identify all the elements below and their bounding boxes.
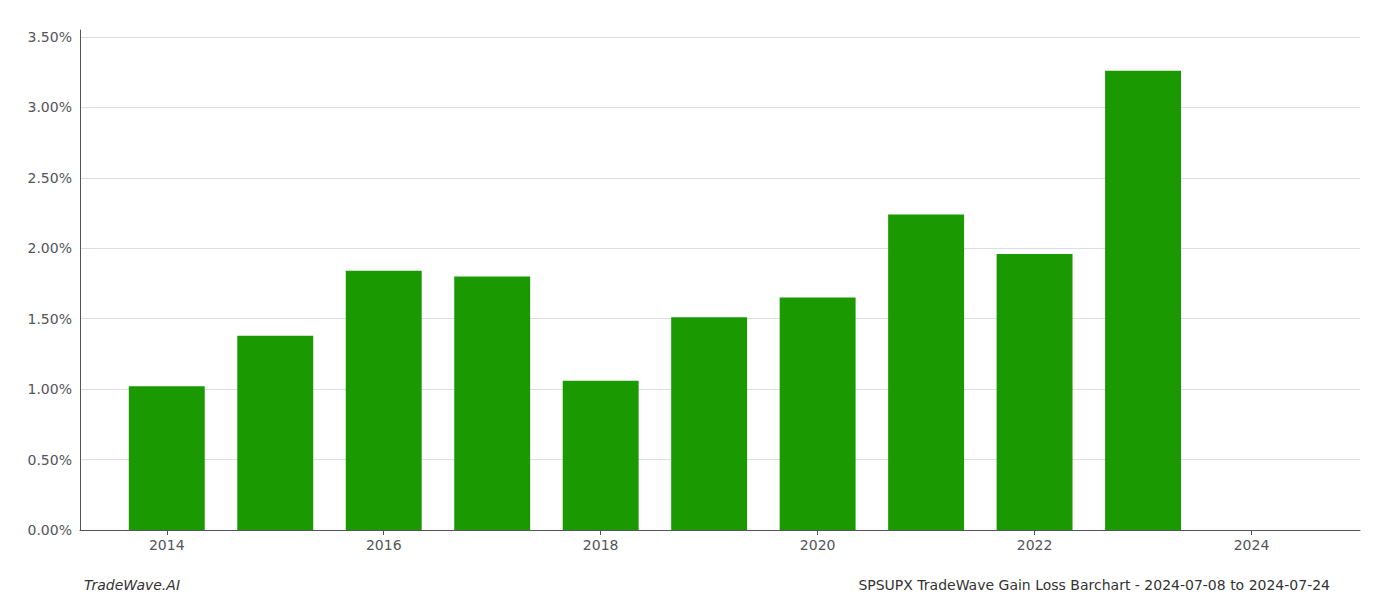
- svg-text:SPSUPX TradeWave Gain Loss Bar: SPSUPX TradeWave Gain Loss Barchart - 20…: [858, 577, 1330, 593]
- svg-text:2.00%: 2.00%: [28, 240, 72, 256]
- svg-text:1.50%: 1.50%: [28, 311, 72, 327]
- svg-text:1.00%: 1.00%: [28, 381, 72, 397]
- svg-text:2024: 2024: [1234, 537, 1270, 553]
- svg-text:2014: 2014: [149, 537, 185, 553]
- svg-text:2.50%: 2.50%: [28, 170, 72, 186]
- svg-text:2020: 2020: [800, 537, 836, 553]
- svg-text:2016: 2016: [366, 537, 402, 553]
- svg-text:3.50%: 3.50%: [28, 29, 72, 45]
- svg-text:3.00%: 3.00%: [28, 99, 72, 115]
- svg-text:0.00%: 0.00%: [28, 522, 72, 538]
- svg-text:2018: 2018: [583, 537, 619, 553]
- svg-text:0.50%: 0.50%: [28, 452, 72, 468]
- svg-text:TradeWave.AI: TradeWave.AI: [84, 577, 180, 593]
- svg-text:2022: 2022: [1017, 537, 1053, 553]
